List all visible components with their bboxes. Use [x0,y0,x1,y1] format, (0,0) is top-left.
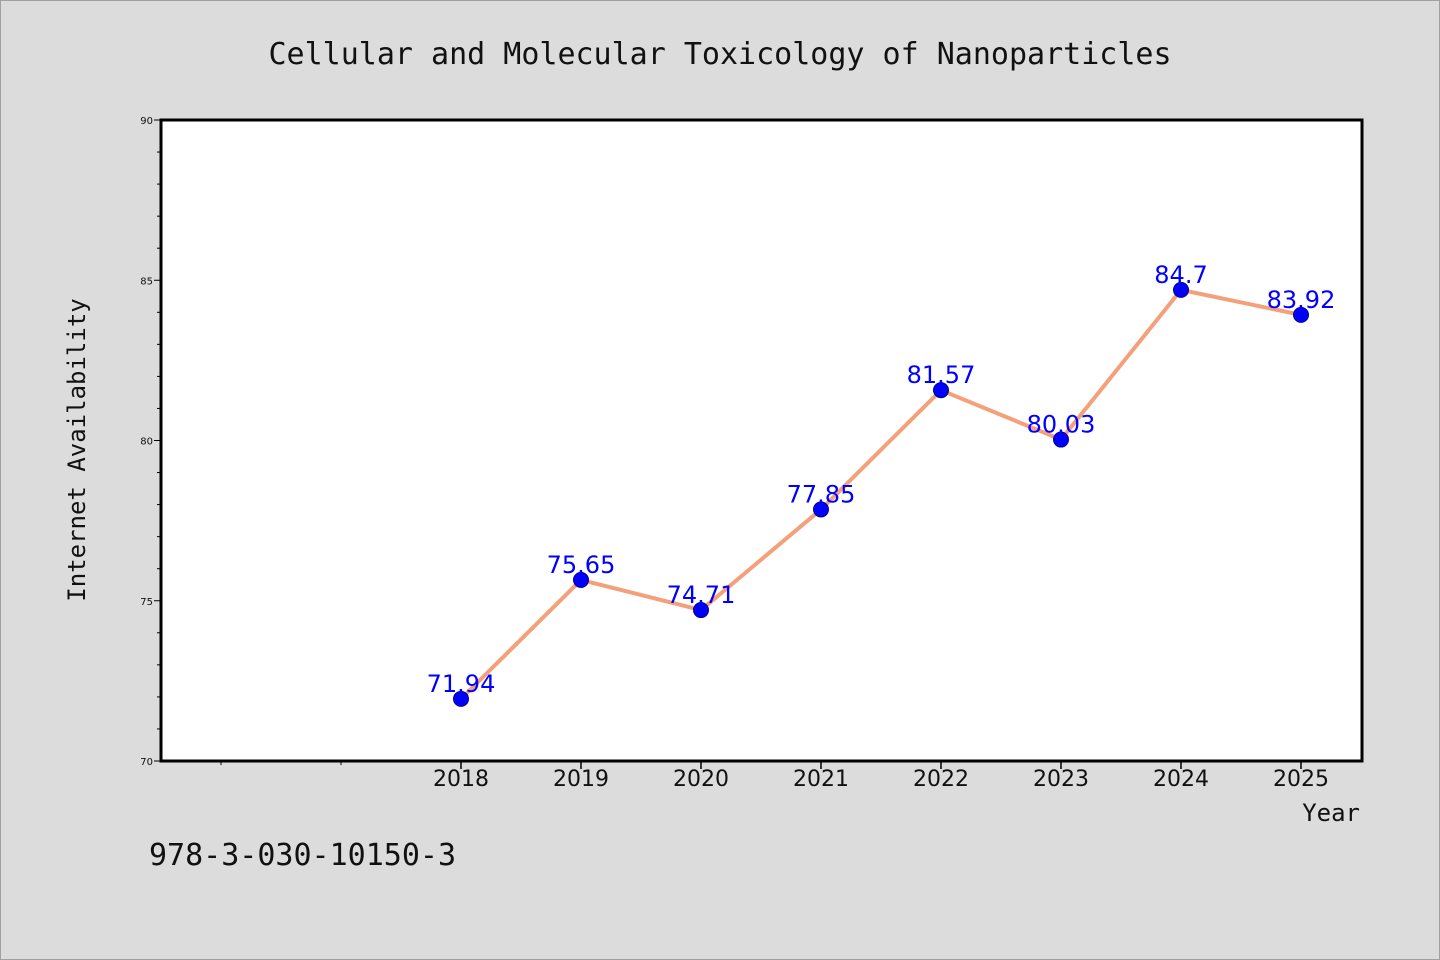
data-point-marker [693,602,709,619]
x-tick-label: 2020 [673,767,729,792]
data-point-marker [1173,281,1189,298]
data-point-label: 77.85 [787,480,856,508]
x-tick-label: 2018 [433,767,489,792]
data-point-marker [573,571,589,588]
data-point-label: 83.92 [1267,286,1336,314]
y-tick-label: 75 [140,597,153,608]
x-tick-label: 2024 [1153,767,1209,792]
x-tick-label: 2025 [1273,767,1329,792]
y-tick-label: 90 [140,116,153,127]
x-tick-label: 2023 [1033,767,1089,792]
data-point-label: 81.57 [907,361,976,389]
data-point-label: 84.7 [1154,261,1207,289]
data-point-label: 80.03 [1027,411,1096,439]
series-line-layer [459,287,1303,701]
data-point-marker [1053,431,1069,448]
plot-area [161,120,1362,761]
y-tick-label: 70 [140,757,153,768]
series-line [459,287,1303,701]
plot-frame [159,118,1364,763]
x-tick-label: 2019 [553,767,609,792]
y-axis-label: Internet Availability [63,298,91,601]
isbn-annotation: 978-3-030-10150-3 [149,838,456,873]
data-point-label: 71.94 [427,670,496,698]
data-point-marker [1293,306,1309,323]
x-axis-label: Year [1302,799,1360,827]
data-point-marker [813,501,829,518]
axis-ticks: 70 75 80 85 90 2018 2019 2020 2021 2022 2023 2024 20… [140,116,1329,792]
data-point-label: 75.65 [547,551,616,579]
x-tick-label: 2022 [913,767,969,792]
data-point-marker [453,690,469,707]
series-markers [453,281,1309,707]
data-labels: 71.94 75.65 74.71 77.85 81.57 80.03 84.7 83.92 [427,261,1336,698]
chart-title: Cellular and Molecular Toxicology of Nan… [268,37,1171,72]
y-tick-label: 80 [140,437,153,448]
x-tick-label: 2021 [793,767,849,792]
data-point-marker [933,382,949,399]
data-point-label: 74.71 [667,581,736,609]
y-tick-label: 85 [140,276,153,287]
